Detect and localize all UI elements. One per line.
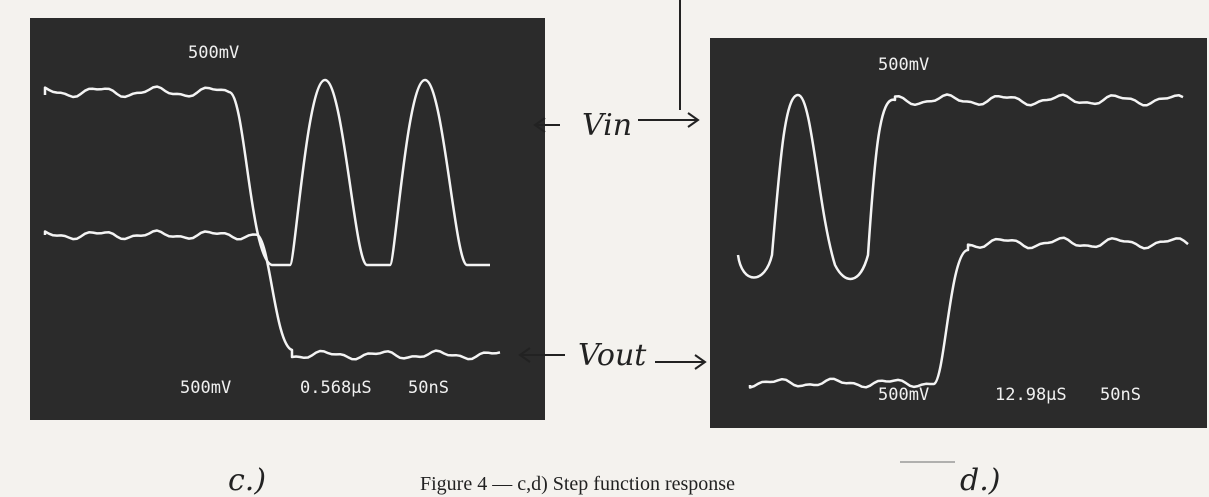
- caption: Figure 4 — c,d) Step function response: [420, 473, 735, 495]
- arrow: [638, 113, 698, 127]
- scope-screen: [710, 38, 1207, 428]
- time-label: 0.568µS: [300, 378, 372, 398]
- volt-label: 500mV: [878, 55, 929, 75]
- panel-label: d.): [960, 463, 1000, 497]
- time-label: 12.98µS: [995, 385, 1067, 405]
- figure: 500mV 500mV 0.568µS 50nS c.) 500mV 500mV…: [0, 0, 1209, 497]
- volt-label: 500mV: [878, 385, 929, 405]
- arrow: [655, 355, 705, 369]
- timebase-label: 50nS: [1100, 385, 1141, 405]
- timebase-label: 50nS: [408, 378, 449, 398]
- volt-label: 500mV: [188, 43, 239, 63]
- annotation: Vout: [578, 338, 647, 373]
- volt-label: 500mV: [180, 378, 231, 398]
- annotation: Vin: [582, 108, 632, 143]
- panel-label: c.): [228, 463, 266, 497]
